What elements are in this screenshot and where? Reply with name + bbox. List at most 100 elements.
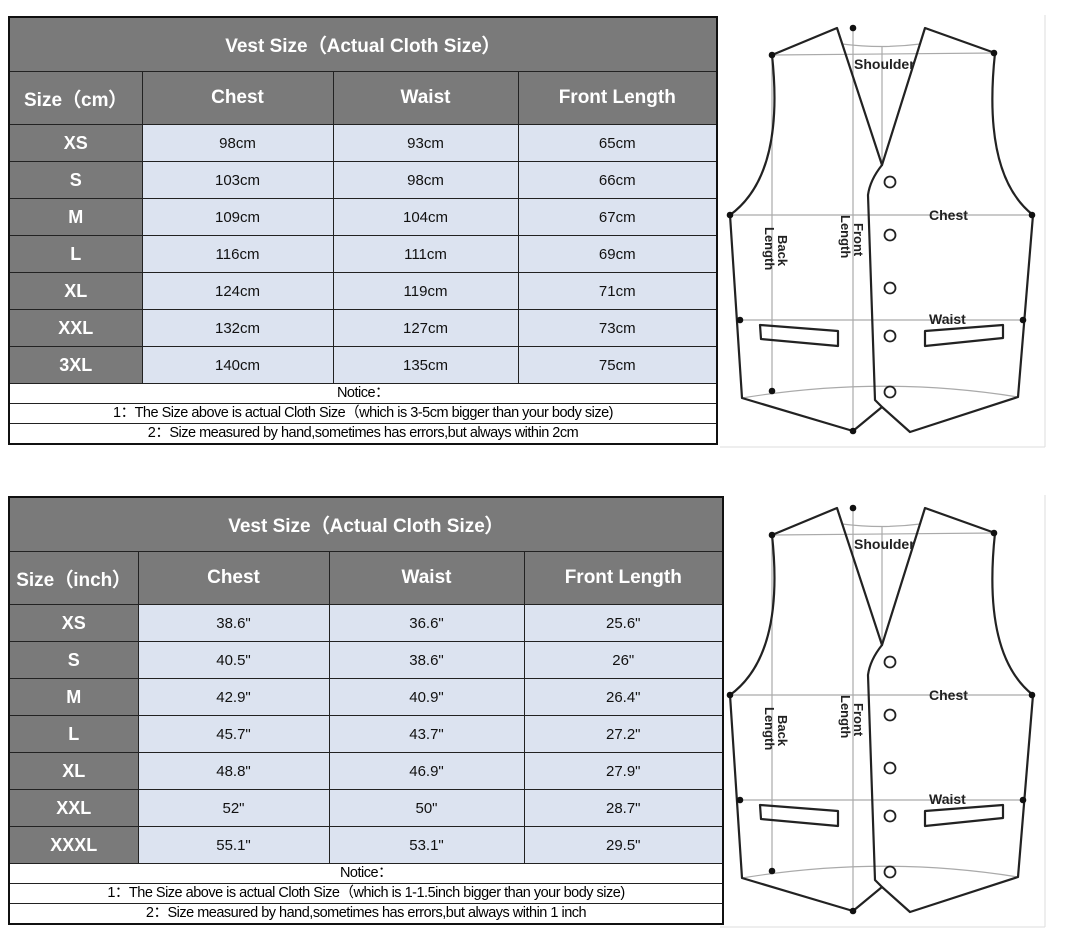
table-row: 3XL 140cm 135cm 75cm [8, 346, 718, 384]
table-row: XS 98cm 93cm 65cm [8, 124, 718, 162]
table-cell: 132cm [141, 309, 334, 347]
table-row: XXXL 55.1" 53.1" 29.5" [8, 826, 724, 864]
size-label: XS [8, 124, 143, 162]
vest-diagram: Shoulder Chest Waist BackLength FrontLen… [720, 15, 1046, 448]
size-label: XXL [8, 789, 139, 827]
measure-point [849, 24, 857, 32]
table-cell: 27.9" [523, 752, 724, 790]
table-row: S 40.5" 38.6" 26" [8, 641, 724, 679]
table-cell: 36.6" [328, 604, 525, 642]
table-cell: 26" [523, 641, 724, 679]
measure-point [1019, 796, 1027, 804]
table-cell: 53.1" [328, 826, 525, 864]
size-label: M [8, 678, 139, 716]
measure-point [768, 51, 776, 59]
table-row: XL 48.8" 46.9" 27.9" [8, 752, 724, 790]
table-cell: 50" [328, 789, 525, 827]
measure-point [768, 387, 776, 395]
table-row: M 109cm 104cm 67cm [8, 198, 718, 236]
label-waist: Waist [929, 311, 966, 327]
table-cell: 73cm [517, 309, 718, 347]
table-row: XXL 132cm 127cm 73cm [8, 309, 718, 347]
table-cell: 25.6" [523, 604, 724, 642]
measure-point [768, 531, 776, 539]
button-icon [883, 865, 897, 879]
size-table-inch: Vest Size（Actual Cloth Size） Size（inch） Ch… [8, 496, 725, 925]
table-cell: 55.1" [137, 826, 330, 864]
table-row: L 116cm 111cm 69cm [8, 235, 718, 273]
label-chest: Chest [929, 687, 968, 703]
right-pocket [923, 323, 1005, 348]
left-pocket [758, 323, 840, 348]
table-cell: 140cm [141, 346, 334, 384]
vest-outline [728, 26, 1035, 434]
column-header: Waist [332, 71, 519, 125]
table-cell: 28.7" [523, 789, 724, 827]
table-cell: 29.5" [523, 826, 724, 864]
size-label: XXL [8, 309, 143, 347]
measure-point [1028, 211, 1036, 219]
table-cell: 69cm [517, 235, 718, 273]
measure-point [1028, 691, 1036, 699]
label-front-length: FrontLength [838, 215, 866, 258]
notice-line: 1：The Size above is actual Cloth Size（wh… [8, 403, 718, 424]
label-chest: Chest [929, 207, 968, 223]
table-cell: 65cm [517, 124, 718, 162]
measure-point [736, 316, 744, 324]
table-row: L 45.7" 43.7" 27.2" [8, 715, 724, 753]
size-label: XS [8, 604, 139, 642]
table-title: Vest Size（Actual Cloth Size） [8, 16, 718, 72]
table-cell: 135cm [332, 346, 519, 384]
table-cell: 38.6" [328, 641, 525, 679]
column-header: Size（cm） [8, 71, 143, 125]
table-cell: 104cm [332, 198, 519, 236]
measurement-lines [730, 28, 1033, 431]
measure-point [849, 427, 857, 435]
size-table-cm: Vest Size（Actual Cloth Size） Size（cm） Ches… [8, 16, 719, 445]
label-back-length: BackLength [762, 707, 790, 750]
table-row: S 103cm 98cm 66cm [8, 161, 718, 199]
measure-point [726, 691, 734, 699]
table-cell: 111cm [332, 235, 519, 273]
size-label: 3XL [8, 346, 143, 384]
size-label: XL [8, 752, 139, 790]
column-header: Size（inch） [8, 551, 139, 605]
table-row: XS 38.6" 36.6" 25.6" [8, 604, 724, 642]
measure-point [768, 867, 776, 875]
table-cell: 127cm [332, 309, 519, 347]
button-icon [883, 761, 897, 775]
table-cell: 52" [137, 789, 330, 827]
column-header: Front Length [523, 551, 724, 605]
table-cell: 66cm [517, 161, 718, 199]
table-row: M 42.9" 40.9" 26.4" [8, 678, 724, 716]
table-cell: 119cm [332, 272, 519, 310]
size-label: XXXL [8, 826, 139, 864]
table-cell: 71cm [517, 272, 718, 310]
notice-line: Notice： [8, 383, 718, 404]
table-cell: 75cm [517, 346, 718, 384]
notice-line: 1：The Size above is actual Cloth Size（wh… [8, 883, 724, 904]
column-header: Chest [137, 551, 330, 605]
measure-point [990, 529, 998, 537]
button-icon [883, 329, 897, 343]
notice-line: 2：Size measured by hand,sometimes has er… [8, 423, 718, 445]
table-row: XXL 52" 50" 28.7" [8, 789, 724, 827]
size-label: XL [8, 272, 143, 310]
column-header: Waist [328, 551, 525, 605]
size-label: M [8, 198, 143, 236]
notice-line: 2：Size measured by hand,sometimes has er… [8, 903, 724, 925]
measure-point [849, 907, 857, 915]
size-label: S [8, 161, 143, 199]
table-cell: 43.7" [328, 715, 525, 753]
label-shoulder: Shoulder [854, 56, 915, 72]
button-icon [883, 655, 897, 669]
table-cell: 45.7" [137, 715, 330, 753]
table-cell: 42.9" [137, 678, 330, 716]
left-pocket [758, 803, 840, 828]
table-title: Vest Size（Actual Cloth Size） [8, 496, 724, 552]
button-icon [883, 175, 897, 189]
notice-line: Notice： [8, 863, 724, 884]
button-icon [883, 708, 897, 722]
table-cell: 116cm [141, 235, 334, 273]
table-cell: 46.9" [328, 752, 525, 790]
